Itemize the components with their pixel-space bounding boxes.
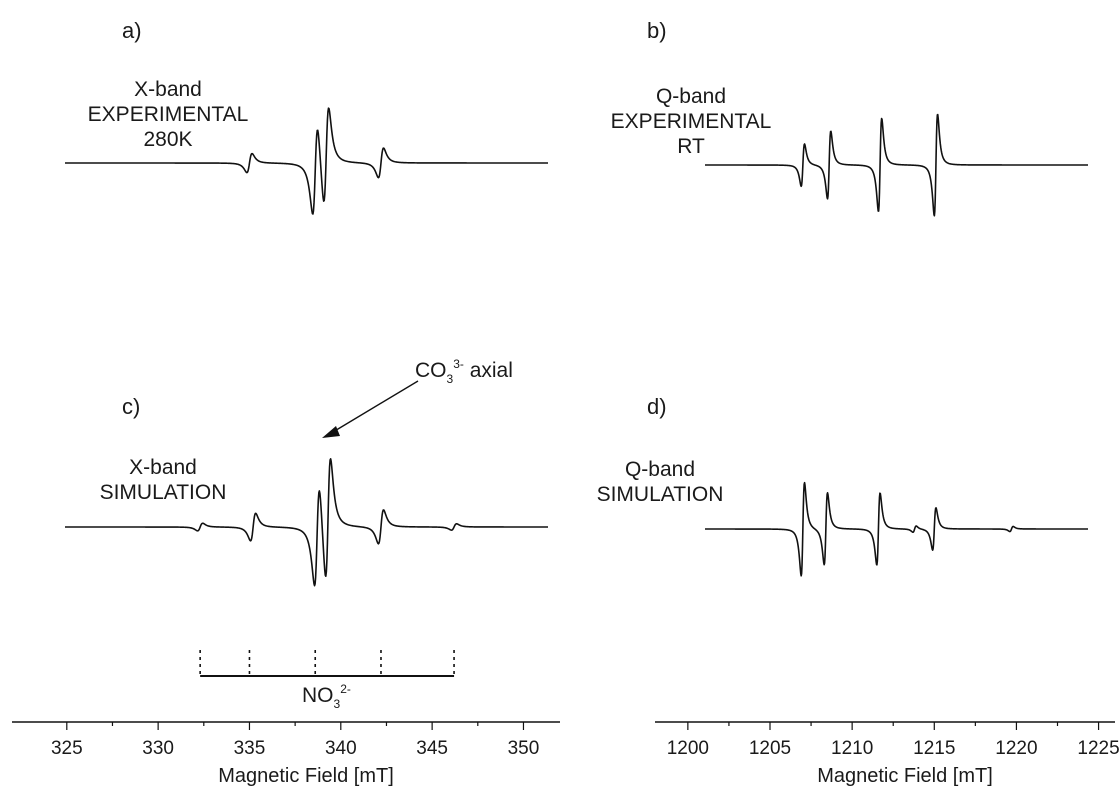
panel-c-band: X-band [129,456,197,479]
x-tick-label-c-1: 330 [142,738,174,759]
panel-label-a: a) [122,18,142,43]
x-tick-label-c-0: 325 [51,738,83,759]
panel-label-d: d) [647,394,667,419]
spectrum-trace-d [704,481,1089,577]
x-tick-label-c-3: 340 [325,738,357,759]
no3-annotation: NO32- [302,682,351,711]
spectra-layer [64,107,1089,677]
panel-b-temperature: RT [677,135,705,158]
x-tick-label-d-1: 1205 [749,738,791,759]
x-tick-label-d-2: 1210 [831,738,873,759]
spectrum-trace-c [64,458,549,587]
x-tick-label-c-2: 335 [234,738,266,759]
spectrum-trace-b [704,113,1089,217]
spectrum-trace-a [64,107,549,215]
x-tick-label-d-3: 1215 [913,738,955,759]
x-tick-label-d-0: 1200 [667,738,709,759]
panel-d-band: Q-band [625,458,695,481]
panel-a-temperature: 280K [143,128,192,151]
co3-axial-annotation: CO33- axial [415,357,513,386]
panel-b-type: EXPERIMENTAL [611,110,772,133]
x-tick-label-c-4: 345 [416,738,448,759]
panel-d-type: SIMULATION [597,483,724,506]
x-axis-title-c: Magnetic Field [mT] [218,765,394,787]
x-axis-title-d: Magnetic Field [mT] [817,765,993,787]
co3-arrow-head [322,426,340,438]
x-tick-label-d-4: 1220 [995,738,1037,759]
panel-a-type: EXPERIMENTAL [88,103,249,126]
panel-label-b: b) [647,18,667,43]
panel-label-c: c) [122,394,140,419]
panel-c-type: SIMULATION [100,481,227,504]
axes-layer: 325 330 335 340 345 350 Magnetic Field [mT] 120… [12,721,1119,787]
x-tick-label-c-5: 350 [508,738,540,759]
x-tick-label-d-5: 1225 [1077,738,1119,759]
co3-arrow-line [332,380,419,433]
panel-b-band: Q-band [656,85,726,108]
panel-a-band: X-band [134,78,202,101]
